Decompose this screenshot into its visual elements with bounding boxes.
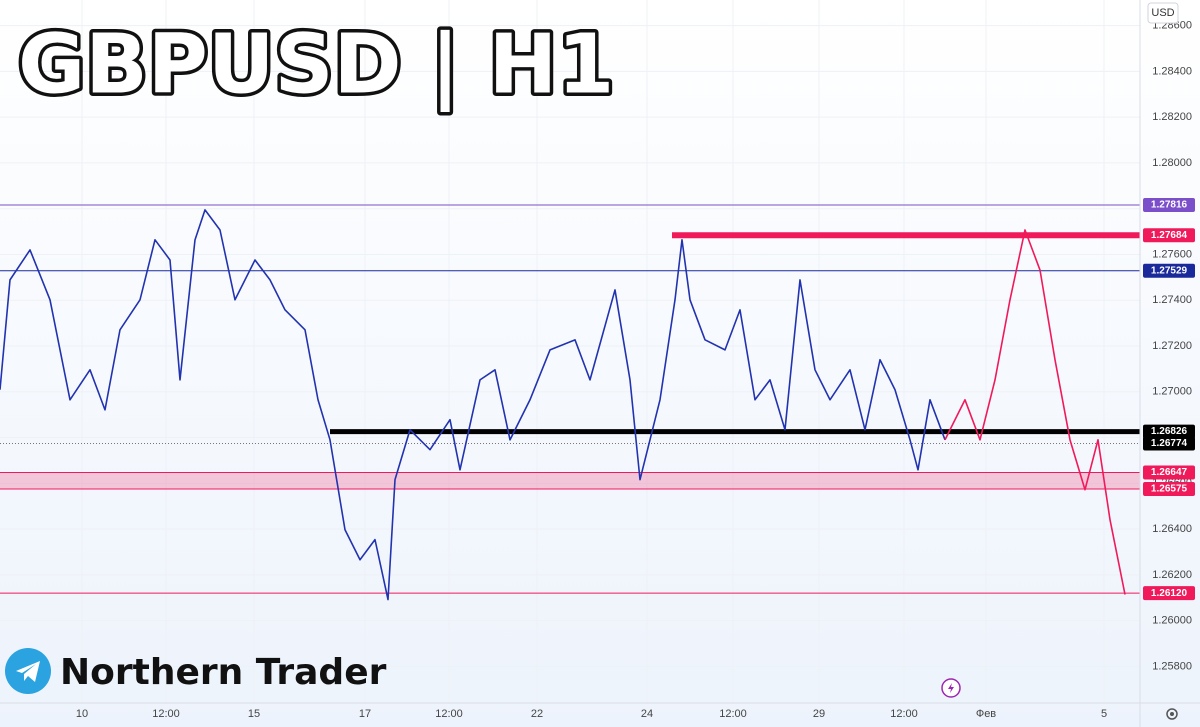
level-label-box — [1143, 482, 1195, 497]
level-label: 1.26647 — [1151, 467, 1188, 478]
y-tick-label: 1.28200 — [1152, 111, 1192, 123]
x-tick-label: 12:00 — [890, 708, 918, 720]
level-label: 1.27529 — [1151, 265, 1188, 276]
settings-icon[interactable] — [1166, 708, 1178, 720]
y-tick-label: 1.27000 — [1152, 386, 1192, 398]
zone — [0, 472, 1140, 490]
x-tick-label: 5 — [1101, 708, 1107, 720]
level-label: 1.26575 — [1151, 484, 1188, 495]
y-tick-label: 1.26000 — [1152, 615, 1192, 627]
axis-layer: 1.258001.260001.262001.264001.266001.268… — [76, 20, 1195, 720]
y-tick-label: 1.26400 — [1152, 523, 1192, 535]
gear-hub[interactable] — [1170, 712, 1174, 716]
y-tick-label: 1.27200 — [1152, 340, 1192, 352]
price-line — [944, 229, 1126, 595]
level-label: 1.26826 — [1151, 426, 1188, 437]
y-tick-label: 1.28000 — [1152, 157, 1192, 169]
y-tick-label: 1.27400 — [1152, 294, 1192, 306]
x-tick-label: 24 — [641, 708, 653, 720]
zone-layer — [0, 472, 1140, 490]
x-tick-label: 22 — [531, 708, 543, 720]
levels-layer — [0, 204, 1140, 594]
x-tick-label: 12:00 — [719, 708, 747, 720]
x-tick-label: 12:00 — [152, 708, 180, 720]
level-label: 1.26774 — [1151, 438, 1188, 449]
currency[interactable]: USD — [1151, 7, 1174, 19]
level-label-box — [1143, 228, 1195, 243]
icon-plane — [16, 661, 40, 682]
lightning-icon[interactable] — [941, 678, 961, 698]
telegram-icon — [5, 648, 51, 694]
y-tick-label: 1.25800 — [1152, 660, 1192, 672]
icon-bolt[interactable] — [948, 683, 954, 693]
chart-title: GBPUSD | H1 — [18, 17, 614, 113]
level-label-box — [1143, 586, 1195, 601]
gear[interactable] — [1166, 708, 1178, 720]
y-tick-label: 1.26200 — [1152, 569, 1192, 581]
x-tick-label: 17 — [359, 708, 371, 720]
level-label-box — [1143, 198, 1195, 213]
series-layer — [0, 209, 1126, 601]
brand: Northern Trader — [60, 652, 387, 693]
level-label-box — [1143, 465, 1195, 480]
x-tick-label: 12:00 — [435, 708, 463, 720]
y-tick-label: 1.28400 — [1152, 65, 1192, 77]
x-tick-label: 29 — [813, 708, 825, 720]
level-label-box — [1143, 263, 1195, 278]
level-label-box — [1143, 436, 1195, 451]
x-tick-label: 10 — [76, 708, 88, 720]
level-label: 1.26120 — [1151, 588, 1188, 599]
level-label-box — [1143, 424, 1195, 439]
price-line — [0, 209, 946, 601]
grid — [0, 0, 1140, 703]
level-label: 1.27684 — [1151, 230, 1188, 241]
currency-box[interactable] — [1147, 2, 1179, 24]
y-tick-label: 1.27600 — [1152, 248, 1192, 260]
level-label: 1.27816 — [1151, 200, 1188, 211]
x-tick-label: Фев — [976, 708, 996, 720]
x-tick-label: 15 — [248, 708, 260, 720]
